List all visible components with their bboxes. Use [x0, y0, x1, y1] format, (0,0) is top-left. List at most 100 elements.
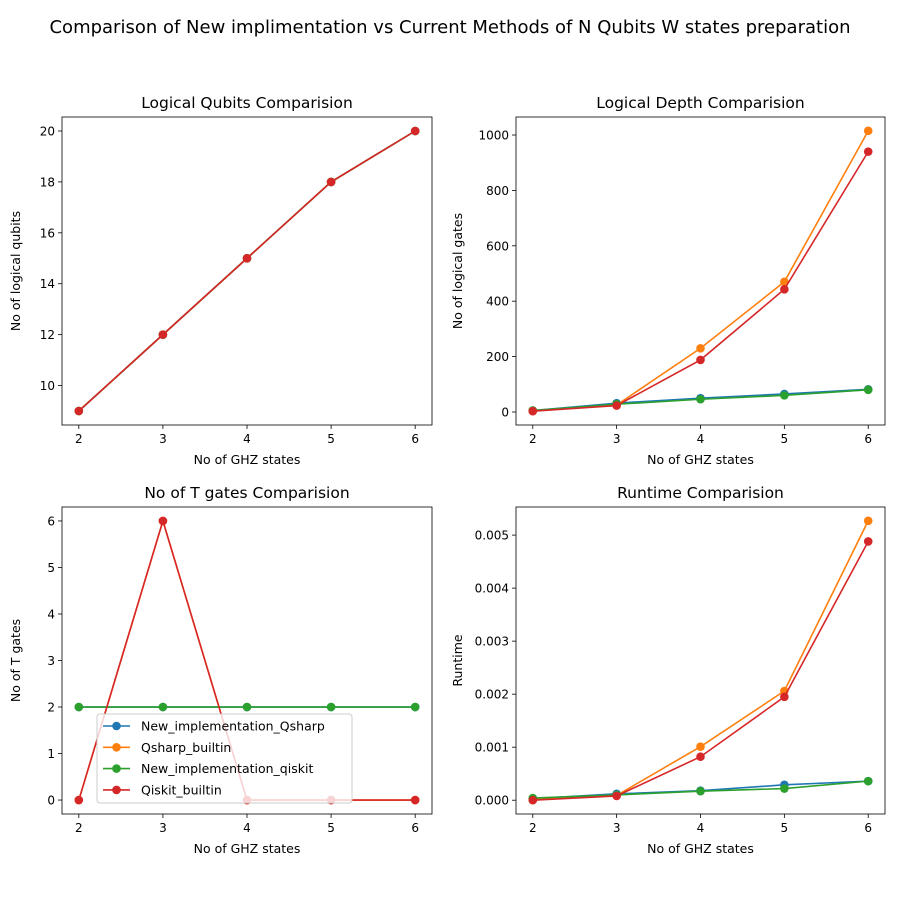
- y-tick-label: 0.002: [475, 688, 509, 702]
- data-point: [410, 702, 420, 712]
- data-point: [326, 702, 336, 712]
- data-point: [528, 795, 538, 805]
- y-tick-label: 400: [486, 295, 509, 309]
- data-point: [242, 702, 252, 712]
- y-tick-label: 1000: [478, 129, 509, 143]
- x-tick-label: 6: [864, 432, 872, 446]
- data-point: [696, 742, 705, 751]
- data-point: [158, 330, 168, 339]
- y-axis-label: No of logical gates: [450, 213, 465, 329]
- y-axis-label: Runtime: [450, 634, 465, 687]
- y-tick-label: 200: [486, 350, 509, 364]
- y-tick-label: 5: [47, 561, 55, 575]
- y-tick-label: 0.001: [475, 741, 509, 755]
- data-point: [74, 406, 84, 416]
- y-tick-label: 0.004: [475, 582, 509, 596]
- x-tick-label: 5: [781, 821, 789, 835]
- legend-entry: Qiskit_builtin: [103, 782, 222, 797]
- series-Qiskit_builtin: [74, 126, 420, 416]
- data-point: [158, 702, 168, 712]
- y-tick-label: 10: [40, 379, 55, 393]
- y-tick-label: 0: [47, 794, 55, 808]
- data-point: [528, 406, 538, 416]
- legend-box: [96, 713, 353, 804]
- x-tick-label: 2: [75, 432, 83, 446]
- data-point: [780, 692, 789, 702]
- x-tick-label: 6: [864, 821, 872, 835]
- x-tick-label: 2: [529, 821, 537, 835]
- y-tick-label: 14: [40, 277, 55, 291]
- x-tick-label: 4: [697, 821, 705, 835]
- data-point: [158, 516, 168, 526]
- subplot-title: No of T gates Comparision: [144, 484, 349, 502]
- data-point: [242, 253, 252, 263]
- data-point: [696, 355, 705, 365]
- y-tick-label: 0.005: [475, 529, 509, 543]
- x-axis-label: No of GHZ states: [647, 841, 754, 856]
- data-point: [74, 795, 84, 805]
- x-tick-label: 3: [159, 432, 167, 446]
- legend-label: Qiskit_builtin: [141, 782, 222, 797]
- y-tick-label: 12: [40, 328, 55, 342]
- axes-frame: [61, 506, 433, 815]
- data-point: [863, 537, 873, 546]
- subplot-1: Logical Qubits Comparision 2 3 4 5 6 10 12 14 16 1…: [8, 94, 433, 467]
- data-point: [863, 126, 873, 136]
- y-tick-label: 6: [47, 514, 55, 528]
- legend-entry: Qsharp_builtin: [103, 740, 231, 755]
- series-New_implementation_qiskit: [74, 702, 420, 712]
- data-point: [780, 391, 789, 400]
- x-tick-label: 4: [697, 432, 705, 446]
- data-point: [410, 126, 420, 136]
- data-point: [612, 791, 621, 801]
- legend-label: Qsharp_builtin: [141, 740, 231, 755]
- axes-frame: [61, 116, 433, 426]
- legend-marker: [112, 764, 121, 773]
- y-tick-label: 20: [40, 125, 55, 139]
- data-point: [696, 752, 705, 762]
- data-point: [326, 177, 336, 187]
- data-point: [863, 516, 873, 526]
- legend-label: New_implementation_qiskit: [141, 761, 313, 776]
- figure-title: Comparison of New implimentation vs Curr…: [49, 17, 850, 38]
- series-Qiskit_builtin: [528, 147, 873, 416]
- subplot-4: Runtime Comparision 2 3 4 5 6 0.000 0.001 0.002 0…: [450, 484, 886, 856]
- data-point: [780, 284, 789, 294]
- data-point: [696, 343, 705, 353]
- data-point: [780, 277, 789, 287]
- x-tick-label: 3: [613, 432, 621, 446]
- x-tick-label: 5: [781, 432, 789, 446]
- y-tick-label: 800: [486, 184, 509, 198]
- x-tick-label: 6: [411, 821, 419, 835]
- x-tick-label: 4: [243, 432, 251, 446]
- legend-marker: [112, 785, 121, 795]
- data-point: [863, 147, 873, 156]
- x-tick-label: 3: [613, 821, 621, 835]
- x-axis-label: No of GHZ states: [194, 841, 301, 856]
- subplot-3: No of T gates Comparision 2 3 4 5 6 0 1 2 3 4 5 6 No …: [8, 484, 433, 856]
- x-tick-label: 3: [159, 821, 167, 835]
- x-tick-label: 2: [529, 432, 537, 446]
- data-point: [863, 385, 873, 395]
- legend: New_implementation_Qsharp Qsharp_builtin N…: [96, 713, 353, 804]
- y-axis-label: No of T gates: [8, 619, 23, 702]
- y-tick-label: 2: [47, 701, 55, 715]
- x-tick-label: 2: [75, 821, 83, 835]
- subplot-2: Logical Depth Comparision 2 3 4 5 6 0 200 400 600…: [450, 94, 886, 467]
- x-tick-label: 4: [243, 821, 251, 835]
- legend-entry: New_implementation_qiskit: [103, 761, 313, 776]
- legend-label: New_implementation_Qsharp: [141, 719, 325, 734]
- data-point: [696, 394, 705, 404]
- y-tick-label: 0.003: [475, 635, 509, 649]
- subplot-title: Logical Qubits Comparision: [141, 94, 353, 112]
- axes-frame: [515, 506, 886, 815]
- axes-frame: [515, 116, 886, 426]
- y-axis-label: No of logical qubits: [8, 211, 23, 331]
- y-tick-label: 3: [47, 654, 55, 668]
- y-tick-label: 4: [47, 607, 55, 621]
- y-tick-label: 0: [501, 405, 509, 419]
- data-point: [410, 795, 420, 805]
- subplot-title: Runtime Comparision: [617, 484, 784, 502]
